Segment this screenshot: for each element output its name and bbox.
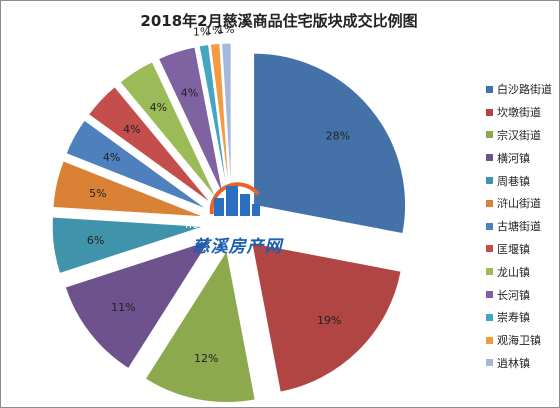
- legend-swatch-7: [486, 245, 493, 253]
- legend-label-6: 古塘街道: [497, 220, 541, 234]
- slice-label-0: 28%: [326, 129, 350, 142]
- legend-label-12: 逍林镇: [497, 356, 530, 370]
- slice-label-10: 1%: [193, 25, 210, 38]
- slice-label-9: 4%: [181, 86, 198, 99]
- slice-label-2: 12%: [194, 352, 218, 365]
- slice-label-1: 19%: [317, 314, 341, 327]
- legend-label-2: 宗汉街道: [497, 128, 541, 142]
- pie-slice-2: [144, 249, 256, 404]
- pie-slice-7: [87, 86, 212, 205]
- legend-item-8: 龙山镇: [486, 260, 556, 283]
- slice-label-6: 4%: [103, 151, 120, 164]
- legend-swatch-3: [486, 154, 493, 162]
- legend-label-7: 匡堰镇: [497, 242, 530, 256]
- pie-slice-5: [52, 160, 205, 218]
- legend-swatch-1: [486, 108, 493, 116]
- slice-label-11: 1%: [205, 24, 222, 37]
- legend-label-1: 坎墩街道: [497, 106, 541, 120]
- legend-swatch-2: [486, 131, 493, 139]
- watermark-logo-icon: [209, 182, 260, 216]
- slice-label-3: 11%: [111, 301, 135, 314]
- legend-label-4: 周巷镇: [497, 174, 530, 188]
- legend-item-9: 长河镇: [486, 283, 556, 306]
- pie-slice-12: [221, 42, 232, 196]
- legend-swatch-10: [486, 313, 493, 321]
- legend-label-0: 白沙路街道: [497, 83, 552, 97]
- legend-swatch-5: [486, 199, 493, 207]
- pie-slice-6: [65, 119, 208, 210]
- legend-item-2: 宗汉街道: [486, 124, 556, 147]
- pie-slice-8: [119, 61, 218, 200]
- chart-legend: 白沙路街道坎墩街道宗汉街道横河镇周巷镇浒山街道古塘街道匡堰镇龙山镇长河镇崇寿镇观…: [486, 78, 556, 374]
- legend-item-11: 观海卫镇: [486, 329, 556, 352]
- pie-slice-4: [51, 216, 205, 275]
- pie-slice-11: [209, 42, 230, 196]
- legend-swatch-0: [486, 85, 493, 93]
- legend-swatch-12: [486, 359, 493, 367]
- legend-swatch-6: [486, 222, 493, 230]
- legend-swatch-11: [486, 336, 493, 344]
- legend-swatch-9: [486, 291, 493, 299]
- legend-item-6: 古塘街道: [486, 215, 556, 238]
- legend-item-0: 白沙路街道: [486, 78, 556, 101]
- legend-label-11: 观海卫镇: [497, 334, 541, 348]
- pie-slice-10: [198, 43, 229, 196]
- legend-swatch-4: [486, 177, 493, 185]
- slice-label-7: 4%: [123, 123, 140, 136]
- chart-title: 2018年2月慈溪商品住宅版块成交比例图: [140, 12, 418, 30]
- watermark-url: house.zxip.com: [185, 218, 285, 231]
- legend-label-5: 浒山街道: [497, 197, 541, 211]
- legend-label-3: 横河镇: [497, 151, 530, 165]
- slice-label-8: 4%: [150, 101, 167, 114]
- legend-label-9: 长河镇: [497, 288, 530, 302]
- legend-item-10: 崇寿镇: [486, 306, 556, 329]
- slice-label-5: 5%: [89, 187, 106, 200]
- pie-slice-1: [251, 242, 402, 393]
- pie-slice-3: [64, 239, 212, 370]
- pie-slice-9: [157, 46, 224, 197]
- slice-label-4: 6%: [87, 234, 104, 247]
- legend-item-1: 坎墩街道: [486, 101, 556, 124]
- legend-item-12: 逍林镇: [486, 352, 556, 375]
- legend-label-8: 龙山镇: [497, 265, 530, 279]
- legend-item-7: 匡堰镇: [486, 238, 556, 261]
- pie-slice-0: [253, 52, 407, 235]
- legend-item-4: 周巷镇: [486, 169, 556, 192]
- legend-item-3: 横河镇: [486, 146, 556, 169]
- watermark-name: 慈溪房产网: [192, 237, 283, 257]
- legend-label-10: 崇寿镇: [497, 311, 530, 325]
- legend-item-5: 浒山街道: [486, 192, 556, 215]
- slice-label-12: 1%: [217, 23, 234, 36]
- legend-swatch-8: [486, 268, 493, 276]
